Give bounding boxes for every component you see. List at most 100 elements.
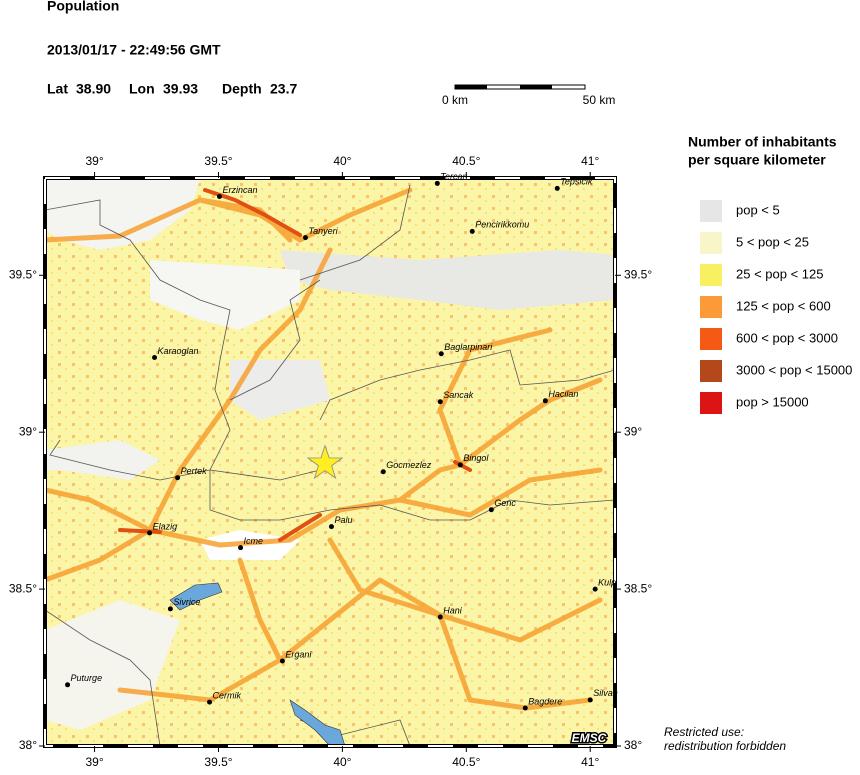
x-tick-label: 39° — [85, 755, 103, 769]
legend-label: 125 < pop < 600 — [736, 298, 831, 313]
town-label: Sivrice — [173, 597, 200, 607]
y-tick-label: 39.5° — [9, 267, 37, 281]
town-label: Pencirikkomu — [475, 220, 529, 230]
town-label: Karaoglan — [158, 346, 199, 356]
town-dot — [216, 194, 222, 200]
town-dot — [207, 699, 213, 705]
town-dot — [457, 462, 463, 468]
title: Population — [47, 0, 119, 14]
town-dot — [328, 524, 334, 530]
legend-swatch — [700, 232, 722, 254]
x-tick-label: 40.5° — [452, 154, 480, 168]
note: redistribution forbidden — [664, 739, 786, 753]
x-tick-label: 40° — [333, 755, 351, 769]
legend-swatch — [700, 360, 722, 382]
legend-swatch — [700, 296, 722, 318]
x-tick-label: 41° — [581, 755, 599, 769]
town-dot — [65, 682, 71, 688]
town-dot — [380, 469, 386, 475]
town-dot — [434, 180, 440, 186]
x-tick-label: 39.5° — [204, 755, 232, 769]
legend-label: pop < 5 — [736, 202, 780, 217]
town-label: Gocmezlez — [386, 460, 432, 470]
town-label: Pertek — [181, 466, 208, 476]
town-dot — [437, 399, 443, 405]
lat-value: 38.90 — [76, 81, 111, 97]
legend-swatch — [700, 328, 722, 350]
town-dot — [438, 351, 444, 357]
town-label: Sancak — [443, 390, 474, 400]
town-label: Hani — [443, 605, 463, 615]
town-label: Hacilan — [548, 389, 578, 399]
y-tick-label: 38° — [624, 738, 642, 752]
x-tick-label: 40.5° — [452, 755, 480, 769]
town-label: Bagdere — [528, 696, 562, 706]
scale-start: 0 km — [442, 93, 468, 107]
town-label: Elazig — [153, 521, 178, 531]
town-label: Palu — [334, 515, 352, 525]
town-dot — [587, 697, 593, 703]
datetime: 2013/01/17 - 22:49:56 GMT — [47, 42, 221, 58]
legend: pop < 5 5 < pop < 25 25 < pop < 125 125 < p… — [700, 200, 852, 414]
legend-label: 3000 < pop < 15000 — [736, 362, 852, 377]
y-tick-label: 38.5° — [9, 581, 37, 595]
town-dot — [167, 606, 173, 612]
legend-label: 5 < pop < 25 — [736, 234, 809, 249]
town-label: Baglarpinari — [444, 342, 493, 352]
town-label: Cermik — [213, 690, 242, 700]
town-dot — [488, 507, 494, 513]
y-tick-label: 38.5° — [624, 581, 652, 595]
legend-title: per square kilometer — [688, 152, 826, 168]
town-dot — [302, 235, 308, 241]
lat-label: Lat — [47, 81, 68, 97]
map-frame — [43, 176, 617, 748]
badge: EMSC — [572, 731, 607, 745]
y-tick-label: 39° — [624, 424, 642, 438]
x-tick-label: 41° — [581, 154, 599, 168]
town-dot — [437, 614, 443, 620]
town-label: Ergani — [285, 649, 312, 659]
town-label: Genc — [494, 498, 516, 508]
town-label: Erzincan — [222, 185, 257, 195]
town-dot — [147, 530, 153, 536]
town-label: Bingol — [463, 453, 489, 463]
town-label: Icme — [244, 536, 264, 546]
town-dot — [522, 705, 528, 711]
legend-label: 25 < pop < 125 — [736, 266, 823, 281]
town-dot — [279, 658, 285, 664]
legend-swatch — [700, 264, 722, 286]
town-label: Tanyeri — [308, 226, 338, 236]
town-dot — [554, 185, 560, 191]
legend-label: pop > 15000 — [736, 394, 809, 409]
depth-value: 23.7 — [270, 81, 297, 97]
town-label: Kulp — [598, 577, 616, 587]
town-dot — [152, 355, 158, 361]
towns: Erzincan Tanyeri Tercan Pencirikkomu Tepsici… — [65, 172, 618, 711]
depth-label: Depth — [222, 81, 262, 97]
y-tick-label: 39° — [19, 424, 37, 438]
note: Restricted use: — [664, 725, 744, 739]
lon-value: 39.93 — [163, 81, 198, 97]
scale-end: 50 km — [583, 93, 616, 107]
legend-title: Number of inhabitants — [688, 134, 837, 150]
y-tick-label: 38° — [19, 738, 37, 752]
epicenter — [306, 444, 344, 480]
legend-swatch — [700, 200, 722, 222]
town-label: Silvan — [593, 688, 618, 698]
town-dot — [469, 228, 475, 234]
legend-swatch — [700, 392, 722, 414]
scale-bar: 0 km 50 km — [442, 84, 616, 107]
town-dot — [238, 545, 244, 551]
x-tick-label: 39° — [85, 154, 103, 168]
town-dot — [542, 398, 548, 404]
legend-label: 600 < pop < 3000 — [736, 330, 838, 345]
x-tick-label: 39.5° — [204, 154, 232, 168]
town-dot — [592, 586, 598, 592]
town-label: Puturge — [71, 673, 103, 683]
y-tick-label: 39.5° — [624, 267, 652, 281]
town-label: Tepsicik — [560, 177, 593, 187]
lon-label: Lon — [129, 81, 155, 97]
x-tick-label: 40° — [333, 154, 351, 168]
town-dot — [175, 475, 181, 481]
